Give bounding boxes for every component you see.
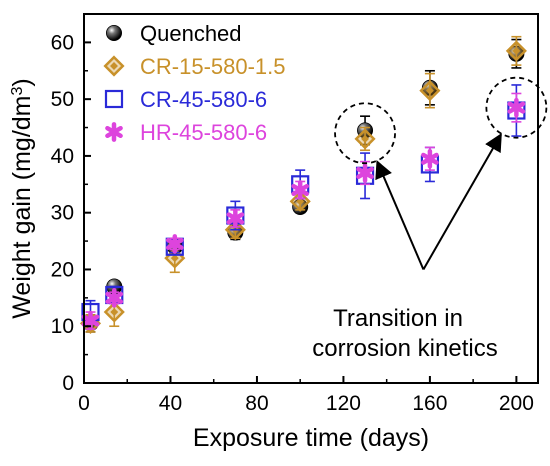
y-tick-label: 10 xyxy=(51,315,74,338)
legend-entry: Quenched xyxy=(106,21,242,46)
legend-label: Quenched xyxy=(140,21,242,46)
legend-entry: HR-45-580-6 xyxy=(105,120,267,145)
x-tick-label: 160 xyxy=(412,392,447,415)
legend-entry: CR-45-580-6 xyxy=(104,87,267,112)
annotation-line-2: corrosion kinetics xyxy=(312,335,497,362)
annotation-arrow xyxy=(375,160,425,270)
asterisk-stroke xyxy=(226,212,245,225)
asterisk-stroke xyxy=(356,166,374,180)
x-tick-label: 0 xyxy=(78,392,90,415)
annotation-line-1: Transition in xyxy=(333,305,463,332)
ticks-layer: 0 40 80 120 160 200 0 10 20 30 40 50 60 xyxy=(51,31,534,415)
y-axis-title-sup: 3 xyxy=(9,86,26,95)
x-tick-label: 200 xyxy=(499,392,534,415)
data-point xyxy=(291,180,310,200)
y-axis-title-main: Weight gain (mg/dm xyxy=(8,95,36,318)
asterisk-marker xyxy=(421,148,439,169)
legend: Quenched CR-15-580-1.5 CR-45-580-6 HR-45-58… xyxy=(103,21,286,145)
diamond-marker-core xyxy=(296,197,305,206)
series-HR-45-580-6 xyxy=(81,92,526,331)
y-axis-title: Weight gain (mg/dm3) xyxy=(8,78,36,318)
y-tick-label: 60 xyxy=(51,31,74,54)
asterisk-stroke xyxy=(507,101,526,114)
asterisk-stroke xyxy=(165,237,184,250)
asterisk-marker xyxy=(165,234,184,254)
data-point xyxy=(419,72,441,109)
diamond-marker-core xyxy=(512,46,521,55)
asterisk-marker xyxy=(226,208,245,229)
x-axis-title: Exposure time (days) xyxy=(193,424,429,452)
y-tick-label: 0 xyxy=(62,372,74,395)
square-marker xyxy=(104,89,124,109)
data-point xyxy=(505,35,527,66)
diamond-marker-core xyxy=(110,308,119,316)
asterisk-marker xyxy=(507,97,526,118)
y-axis-title-close: ) xyxy=(8,78,36,86)
asterisk-stroke xyxy=(81,314,100,327)
legend-label: CR-15-580-1.5 xyxy=(140,54,286,79)
diamond-marker-core xyxy=(110,62,118,70)
annotation-layer xyxy=(334,76,548,270)
data-point xyxy=(354,126,376,152)
asterisk-stroke xyxy=(105,291,124,304)
diamond-marker-core xyxy=(170,254,179,263)
asterisk-marker xyxy=(356,163,374,183)
data-point xyxy=(421,146,439,171)
data-point xyxy=(165,234,184,254)
diamond-marker-core xyxy=(361,134,370,143)
legend-entry: CR-15-580-1.5 xyxy=(103,54,286,79)
y-tick-label: 20 xyxy=(51,258,74,281)
data-point xyxy=(356,160,374,186)
asterisk-stroke xyxy=(291,183,310,197)
asterisk-marker xyxy=(105,287,124,308)
x-tick-label: 40 xyxy=(159,392,182,415)
highlight-circle xyxy=(334,102,396,165)
asterisk-stroke xyxy=(105,125,123,139)
asterisk-stroke xyxy=(421,152,439,165)
x-tick-label: 80 xyxy=(245,392,268,415)
plot-frame xyxy=(83,13,539,384)
x-tick-label: 120 xyxy=(326,392,361,415)
y-tick-label: 50 xyxy=(51,88,74,111)
data-point xyxy=(226,208,245,229)
annotation-arrow xyxy=(422,132,502,270)
highlight-circle xyxy=(485,76,548,139)
asterisk-marker xyxy=(105,122,123,142)
legend-label: CR-45-580-6 xyxy=(140,87,267,112)
series-CR-15-580-1.5 xyxy=(79,35,527,334)
data-layer xyxy=(79,35,527,334)
data-point xyxy=(105,287,124,308)
sphere-marker xyxy=(106,24,123,41)
legend-label: HR-45-580-6 xyxy=(140,120,267,145)
diamond-marker-core xyxy=(425,86,434,95)
y-tick-label: 40 xyxy=(51,145,74,168)
asterisk-marker xyxy=(291,180,310,200)
y-tick-label: 30 xyxy=(51,202,74,225)
data-point xyxy=(507,92,526,123)
